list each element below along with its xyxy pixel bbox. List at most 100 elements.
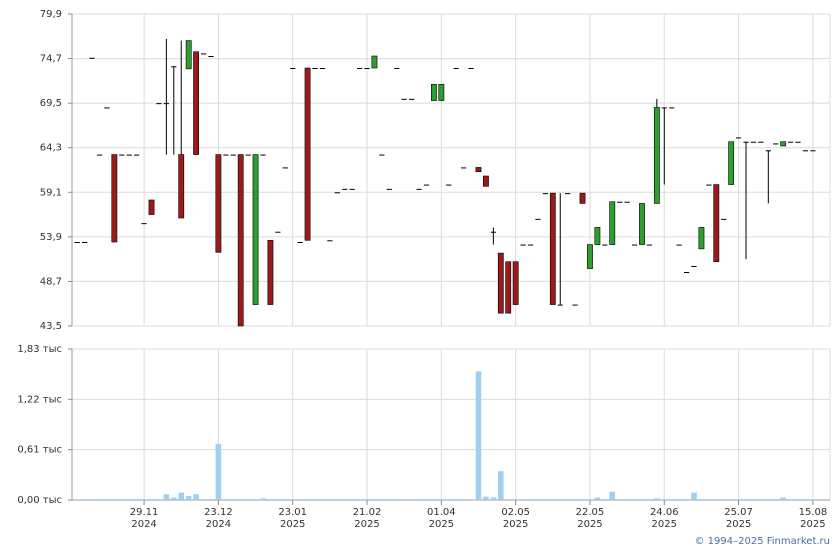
volume-bar [223, 499, 229, 500]
candle-body [282, 167, 288, 169]
candle-body [505, 261, 512, 314]
candle-body [639, 203, 645, 245]
candle-body [89, 57, 95, 59]
volume-bar [119, 499, 125, 500]
candle-body [773, 143, 779, 145]
volume-bar [795, 499, 801, 500]
volume-bar [423, 499, 430, 500]
candle-body [579, 192, 586, 204]
candle-body [245, 154, 251, 156]
candle-body [386, 188, 392, 190]
volume-bar [498, 471, 504, 500]
candle-body [497, 252, 504, 314]
volume-bar [810, 499, 816, 500]
volume-bar [319, 499, 326, 500]
volume-bar [393, 499, 400, 500]
volume-bar [334, 499, 341, 500]
candle-body [453, 68, 459, 69]
volume-bar [215, 443, 222, 500]
volume-bar [579, 499, 586, 500]
candle-body [527, 244, 534, 246]
volume-bar [356, 499, 363, 500]
y-tick-label: 59,1 [40, 187, 62, 198]
volume-bar [237, 499, 244, 500]
volume-bar [252, 499, 259, 500]
volume-bar [802, 499, 809, 500]
volume-bar [148, 499, 155, 500]
candle-body [334, 192, 340, 194]
volume-bar [646, 499, 653, 500]
candle-body [364, 68, 370, 69]
volume-bar [171, 497, 177, 500]
volume-bar [163, 494, 170, 500]
volume-bar [527, 499, 534, 500]
y-tick-label: 69,5 [40, 98, 62, 109]
candle-body [237, 154, 244, 327]
volume-bar [550, 499, 556, 500]
candle-body [379, 154, 385, 156]
volume-bar [416, 499, 422, 500]
volume-bar [616, 499, 623, 500]
volume-bar [371, 499, 378, 500]
volume-bar [364, 499, 370, 500]
volume-bar [542, 499, 549, 500]
candle-body [260, 154, 266, 156]
candle-body [653, 107, 660, 204]
candle-body [617, 201, 623, 203]
volume-bar [683, 499, 690, 500]
candle-body [802, 150, 809, 152]
volume-bar [787, 499, 794, 500]
candle-body [275, 231, 281, 233]
volume-bar [230, 499, 237, 500]
candle-body [409, 98, 415, 100]
volume-bar [275, 499, 281, 500]
candle-body [141, 223, 147, 225]
candle-body [74, 242, 80, 243]
candle-body [327, 240, 333, 242]
volume-bar [631, 499, 638, 500]
volume-bar [765, 499, 772, 500]
candle-body [178, 154, 185, 219]
volume-bar [89, 499, 95, 500]
volume-bar [706, 499, 712, 500]
candle-body [371, 55, 378, 69]
y-tick-label: 53,9 [40, 232, 62, 243]
candle-body [780, 141, 787, 147]
volume-bar [104, 499, 110, 500]
x-tick-label: 21.02 2025 [352, 507, 382, 530]
volume-bar [520, 499, 526, 500]
volume-bar [260, 498, 266, 500]
candle-body [290, 68, 296, 69]
volume-bar [460, 499, 467, 500]
x-tick-label: 29.11 2024 [129, 507, 159, 530]
candle-body [304, 67, 311, 241]
volume-bar [453, 499, 459, 500]
candle-body [223, 154, 229, 156]
candle-body [468, 68, 474, 69]
y-tick-label: 64,3 [40, 143, 62, 154]
volume-bar [587, 499, 593, 500]
candle-body [267, 239, 274, 305]
candle-body [565, 193, 571, 195]
volume-bar [289, 499, 296, 500]
candle-body [631, 244, 638, 246]
candle-body [587, 244, 593, 269]
y-tick-label: 48,7 [40, 276, 62, 287]
candle-body [119, 154, 125, 156]
candle-body [706, 184, 712, 186]
candle-body [356, 68, 363, 69]
volume-bar [431, 499, 437, 500]
candle-body [512, 261, 519, 305]
volume-bar [594, 497, 601, 500]
volume-bar [483, 496, 489, 500]
candle-body [765, 150, 771, 152]
candle-body [698, 227, 705, 250]
candle-body [557, 304, 563, 306]
volume-bar [728, 499, 734, 500]
volume-bar [609, 491, 616, 500]
x-tick-label: 02.05 2025 [501, 507, 530, 530]
volume-bar [490, 497, 497, 500]
volume-bar [401, 499, 407, 500]
candle-body [661, 107, 667, 109]
candle-body [82, 242, 88, 243]
